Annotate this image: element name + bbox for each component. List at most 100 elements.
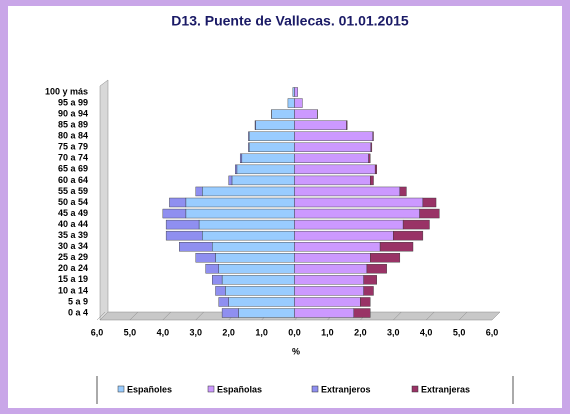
y-tick-label: 80 a 84 (58, 131, 88, 141)
bar (393, 230, 424, 241)
legend-label: Extranjeras (421, 384, 470, 394)
bar (346, 120, 348, 130)
bar (370, 175, 374, 186)
x-tick (491, 311, 501, 321)
y-tick-label: 30 a 34 (58, 241, 88, 251)
bar (255, 120, 295, 130)
x-axis-label: % (292, 346, 300, 356)
bar (294, 264, 368, 274)
x-tick (162, 311, 172, 321)
bar (239, 153, 243, 164)
bar (202, 230, 295, 241)
bar (422, 197, 437, 208)
bar (212, 241, 295, 252)
x-tick (96, 311, 106, 321)
bar (294, 87, 298, 97)
bar (294, 109, 318, 119)
x-tick-label: 5,0 (124, 327, 137, 337)
x-tick-label: 3,0 (189, 327, 202, 337)
bar (235, 164, 238, 175)
bar (254, 120, 256, 130)
chart-title: D13. Puente de Vallecas. 01.01.2015 (171, 13, 409, 29)
x-tick (393, 311, 402, 321)
bar (370, 253, 401, 263)
bar (353, 308, 371, 318)
bar (228, 297, 295, 307)
bar (215, 253, 295, 263)
y-tick-label: 60 a 64 (58, 175, 88, 185)
y-tick-label: 20 a 24 (58, 263, 88, 273)
bar (169, 197, 187, 208)
bar (294, 241, 381, 252)
legend-swatch (117, 385, 125, 393)
bar (363, 275, 377, 285)
bar (195, 253, 216, 263)
bar (372, 131, 374, 141)
y-tick-label: 90 a 94 (58, 108, 88, 118)
bar (294, 219, 404, 230)
y-tick-label: 25 a 29 (58, 252, 88, 262)
bar (179, 241, 213, 252)
y-tick-label: 65 a 69 (58, 164, 88, 174)
bar (248, 131, 295, 141)
y-tick-label: 35 a 39 (58, 230, 88, 240)
bar (294, 164, 376, 175)
bar (399, 186, 407, 197)
bar (294, 286, 364, 296)
bar (202, 186, 295, 197)
x-tick-label: 1,0 (321, 327, 334, 337)
legend-label: Españoles (127, 384, 172, 394)
x-tick-label: 4,0 (420, 327, 433, 337)
bar (294, 98, 303, 108)
bar (221, 308, 239, 318)
x-tick-label: 4,0 (157, 327, 170, 337)
bar (231, 175, 295, 186)
bar (241, 153, 295, 164)
bar (195, 186, 203, 197)
x-tick-label: 1,0 (255, 327, 268, 337)
x-tick-label: 6,0 (91, 327, 104, 337)
legend-swatch (311, 385, 319, 393)
bar (228, 175, 233, 186)
bar (162, 208, 187, 219)
bar (238, 308, 295, 318)
bar (165, 219, 200, 230)
bar (368, 153, 371, 164)
bar (225, 286, 295, 296)
bar (198, 219, 295, 230)
legend-swatch (411, 385, 419, 393)
x-tick-label: 5,0 (453, 327, 466, 337)
y-tick-label: 0 a 4 (68, 307, 88, 317)
y-tick-label: 55 a 59 (58, 186, 88, 196)
bar (236, 164, 295, 175)
y-tick-label: 10 a 14 (58, 285, 88, 295)
x-tick-label: 6,0 (486, 327, 499, 337)
bar (248, 142, 295, 152)
x-tick-label: 0,0 (288, 327, 301, 337)
y-tick-label: 50 a 54 (58, 197, 88, 207)
bar (294, 208, 420, 219)
y-tick-label: 5 a 9 (68, 296, 88, 306)
x-tick (129, 311, 139, 321)
bar (212, 275, 223, 285)
bar (294, 142, 372, 152)
x-tick-label: 2,0 (354, 327, 367, 337)
bar (363, 286, 374, 296)
bar (294, 120, 347, 130)
bar (419, 208, 440, 219)
x-tick (195, 311, 204, 321)
bar (185, 197, 295, 208)
y-tick-label: 70 a 74 (58, 153, 88, 163)
bar (294, 275, 364, 285)
y-tick-label: 75 a 79 (58, 142, 88, 152)
bar (294, 197, 424, 208)
bar (287, 98, 295, 108)
side-wall (99, 79, 109, 321)
bar (294, 175, 371, 186)
bar (205, 264, 219, 274)
legend-swatch (207, 385, 215, 393)
bar (370, 142, 373, 152)
bar (360, 297, 371, 307)
bar (374, 164, 377, 175)
